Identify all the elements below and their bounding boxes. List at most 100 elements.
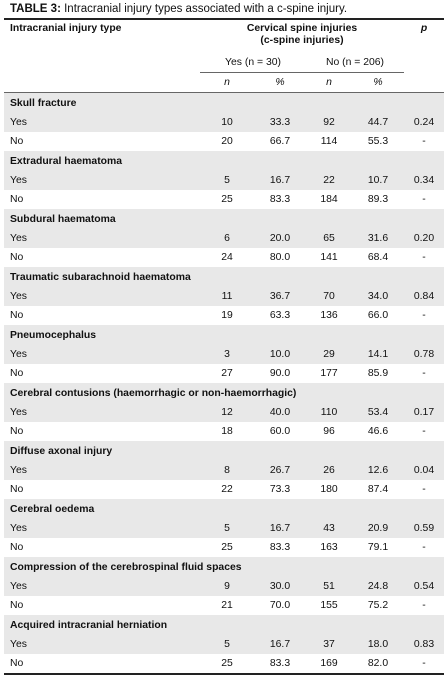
category-name: Extradural haematoma bbox=[4, 151, 444, 171]
cell-n-no: 169 bbox=[320, 658, 338, 669]
cell-n-no: 177 bbox=[320, 368, 338, 379]
cell-n-yes: 6 bbox=[200, 229, 254, 248]
cell-pct-yes: 60.0 bbox=[269, 426, 291, 437]
table-row: Yes 12 40.0 110 53.4 0.17 bbox=[4, 403, 444, 422]
cell-pct-no: 10.7 bbox=[352, 171, 404, 190]
table-row: Yes 6 20.0 65 31.6 0.20 bbox=[4, 229, 444, 248]
cell-pct-no: 82.0 bbox=[367, 658, 389, 669]
cell-n-yes: 11 bbox=[200, 287, 254, 306]
cell-pct-no: 66.0 bbox=[367, 310, 389, 321]
cell-n-no: 65 bbox=[306, 229, 352, 248]
data-table: Intracranial injury type Cervical spine … bbox=[4, 20, 444, 673]
cell-p: - bbox=[422, 136, 426, 147]
cell-p: - bbox=[422, 600, 426, 611]
header-n-yes: n bbox=[200, 72, 254, 93]
cell-pct-yes: 16.7 bbox=[254, 519, 306, 538]
cell-p: - bbox=[422, 252, 426, 263]
cell-n-yes: 10 bbox=[200, 113, 254, 132]
cell-pct-no: 18.0 bbox=[352, 635, 404, 654]
row-label: No bbox=[10, 658, 24, 669]
cell-pct-no: 79.1 bbox=[367, 542, 389, 553]
cell-pct-yes: 63.3 bbox=[269, 310, 291, 321]
row-label: No bbox=[10, 368, 24, 379]
table-row: Yes 10 33.3 92 44.7 0.24 bbox=[4, 113, 444, 132]
cell-p: - bbox=[422, 658, 426, 669]
table-figure: TABLE 3: Intracranial injury types assoc… bbox=[4, 0, 444, 675]
cell-n-no: 43 bbox=[306, 519, 352, 538]
cell-n-no: 141 bbox=[320, 252, 338, 263]
cell-pct-no: 53.4 bbox=[352, 403, 404, 422]
table-row: No 25 83.3 184 89.3 - bbox=[4, 190, 444, 209]
cell-n-no: 92 bbox=[306, 113, 352, 132]
cell-p: - bbox=[422, 484, 426, 495]
category-row: Compression of the cerebrospinal fluid s… bbox=[4, 557, 444, 577]
cell-n-yes: 25 bbox=[221, 194, 233, 205]
cell-pct-no: 87.4 bbox=[367, 484, 389, 495]
unit-header-row: n % n % bbox=[4, 72, 444, 93]
cell-n-yes: 21 bbox=[221, 600, 233, 611]
cell-n-no: 184 bbox=[320, 194, 338, 205]
cell-pct-yes: 10.0 bbox=[254, 345, 306, 364]
cell-pct-no: 75.2 bbox=[367, 600, 389, 611]
cell-pct-yes: 26.7 bbox=[254, 461, 306, 480]
cell-n-yes: 12 bbox=[200, 403, 254, 422]
cell-pct-no: 44.7 bbox=[352, 113, 404, 132]
cell-p: - bbox=[422, 194, 426, 205]
table-caption: TABLE 3: Intracranial injury types assoc… bbox=[4, 0, 444, 18]
subheader-row: Yes (n = 30) No (n = 206) bbox=[4, 53, 444, 73]
category-row: Acquired intracranial herniation bbox=[4, 615, 444, 635]
row-label: No bbox=[10, 600, 24, 611]
row-label: Yes bbox=[4, 519, 200, 538]
cell-n-no: 96 bbox=[323, 426, 335, 437]
cell-n-yes: 8 bbox=[200, 461, 254, 480]
cell-n-no: 114 bbox=[320, 136, 338, 147]
table-row: Yes 5 16.7 43 20.9 0.59 bbox=[4, 519, 444, 538]
cell-n-yes: 18 bbox=[221, 426, 233, 437]
cell-p: - bbox=[422, 368, 426, 379]
table-row: No 25 83.3 169 82.0 - bbox=[4, 654, 444, 673]
table-row: No 25 83.3 163 79.1 - bbox=[4, 538, 444, 557]
category-row: Extradural haematoma bbox=[4, 151, 444, 171]
category-name: Cerebral contusions (haemorrhagic or non… bbox=[4, 383, 444, 403]
cell-pct-no: 46.6 bbox=[367, 426, 389, 437]
cell-n-yes: 19 bbox=[221, 310, 233, 321]
row-label: Yes bbox=[4, 403, 200, 422]
cell-n-no: 110 bbox=[306, 403, 352, 422]
top-rule bbox=[4, 18, 444, 20]
caption-label: TABLE 3: bbox=[10, 3, 61, 15]
category-name: Diffuse axonal injury bbox=[4, 441, 444, 461]
category-name: Skull fracture bbox=[4, 92, 444, 113]
cell-pct-yes: 83.3 bbox=[269, 194, 291, 205]
category-row: Skull fracture bbox=[4, 92, 444, 113]
cell-pct-no: 31.6 bbox=[352, 229, 404, 248]
table-row: No 22 73.3 180 87.4 - bbox=[4, 480, 444, 499]
table-row: Yes 5 16.7 22 10.7 0.34 bbox=[4, 171, 444, 190]
header-pct-yes: % bbox=[254, 72, 306, 93]
cell-pct-yes: 33.3 bbox=[254, 113, 306, 132]
cell-n-no: 155 bbox=[320, 600, 338, 611]
cell-pct-yes: 36.7 bbox=[254, 287, 306, 306]
cell-p: - bbox=[422, 426, 426, 437]
cell-pct-yes: 20.0 bbox=[254, 229, 306, 248]
header-group: Cervical spine injuries (c-spine injuries… bbox=[200, 20, 404, 53]
cell-n-yes: 9 bbox=[200, 577, 254, 596]
cell-p: 0.54 bbox=[404, 577, 444, 596]
cell-n-no: 37 bbox=[306, 635, 352, 654]
cell-pct-yes: 83.3 bbox=[269, 542, 291, 553]
cell-pct-no: 14.1 bbox=[352, 345, 404, 364]
row-label: Yes bbox=[4, 461, 200, 480]
category-row: Diffuse axonal injury bbox=[4, 441, 444, 461]
header-group-title: Cervical spine injuries bbox=[246, 23, 358, 34]
cell-p: 0.34 bbox=[404, 171, 444, 190]
row-label: No bbox=[10, 194, 24, 205]
cell-pct-yes: 16.7 bbox=[254, 635, 306, 654]
row-label: Yes bbox=[4, 171, 200, 190]
cell-pct-yes: 80.0 bbox=[269, 252, 291, 263]
category-row: Traumatic subarachnoid haematoma bbox=[4, 267, 444, 287]
cell-n-yes: 25 bbox=[221, 658, 233, 669]
row-label: No bbox=[10, 426, 24, 437]
row-label: Yes bbox=[4, 577, 200, 596]
table-row: No 19 63.3 136 66.0 - bbox=[4, 306, 444, 325]
cell-p: 0.59 bbox=[404, 519, 444, 538]
category-row: Pneumocephalus bbox=[4, 325, 444, 345]
